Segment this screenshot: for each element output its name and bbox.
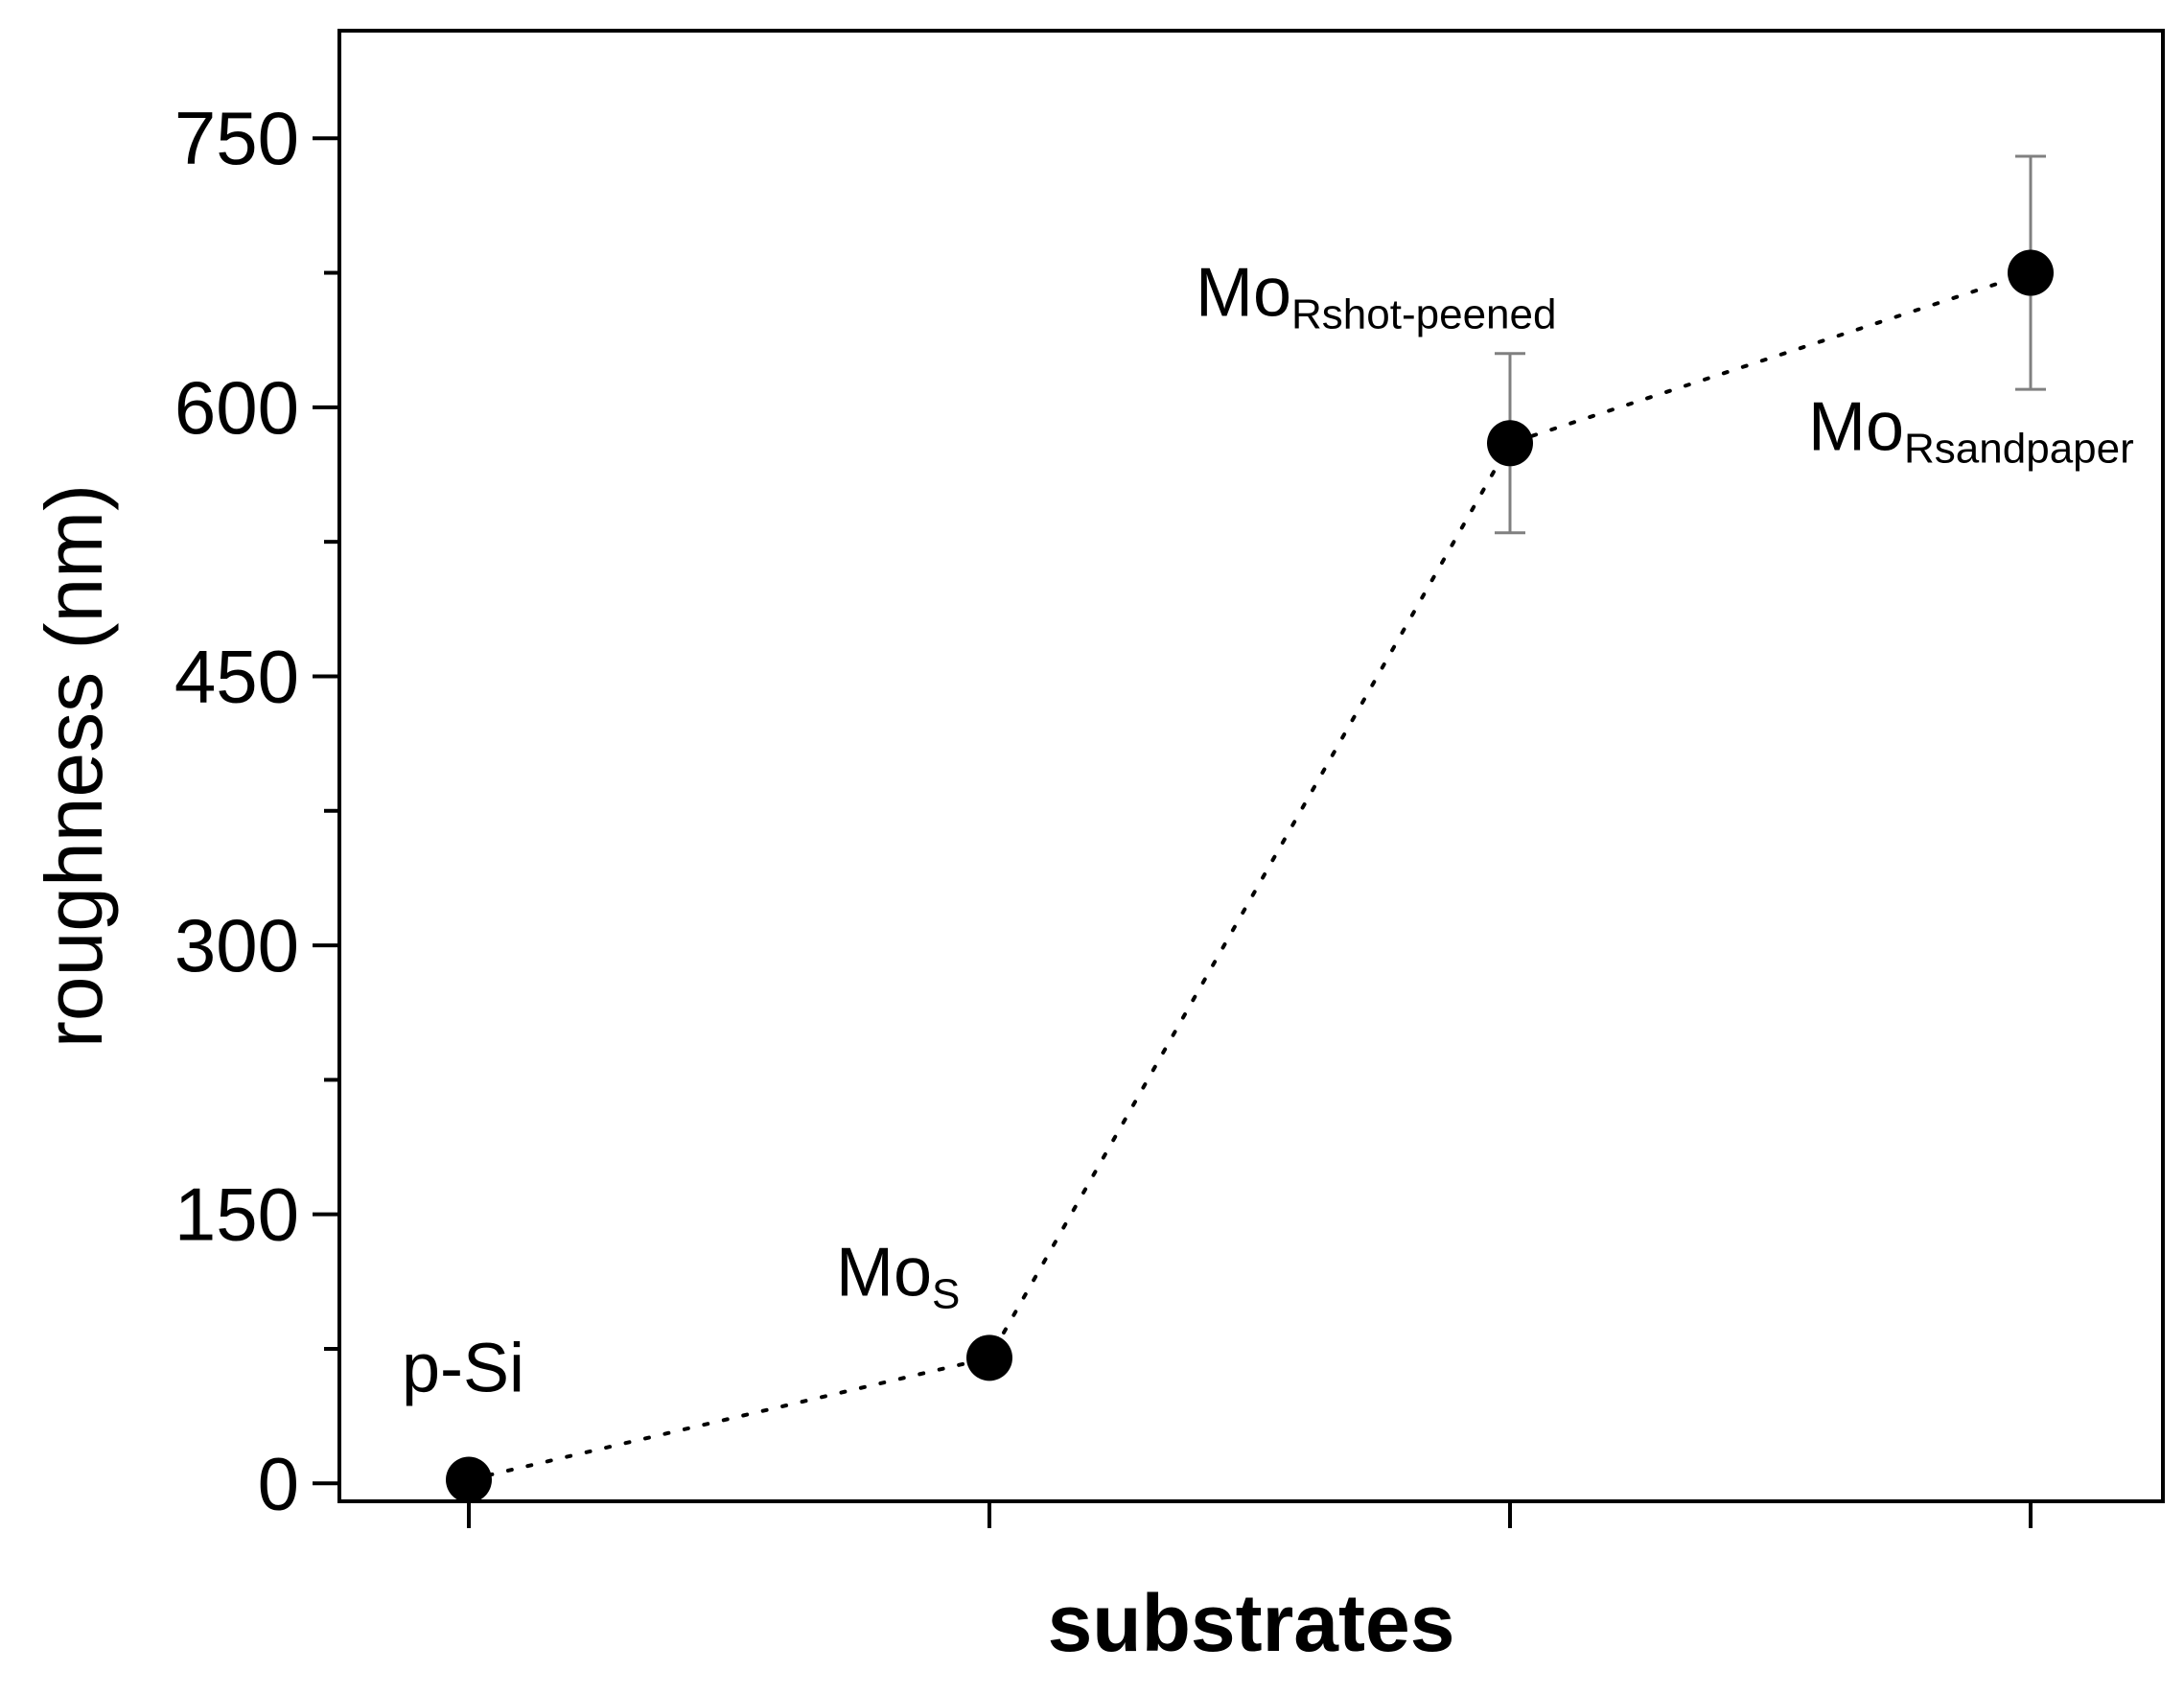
point-label-main: Mo [836, 1234, 932, 1311]
y-axis-title: roughness (nm) [29, 484, 119, 1048]
data-point [1487, 420, 1533, 467]
y-tick-label: 150 [174, 1172, 299, 1257]
y-tick-label: 450 [174, 634, 299, 718]
point-label-subscript: Rsandpaper [1904, 426, 2134, 473]
point-label: MoS [836, 1234, 960, 1317]
x-axis-title: substrates [1048, 1578, 1455, 1668]
point-label-subscript: Rshot-peened [1291, 290, 1556, 337]
y-tick-label: 0 [258, 1441, 299, 1525]
data-point [446, 1456, 492, 1503]
plot-frame [337, 29, 2165, 1503]
point-label: MoRsandpaper [1808, 389, 2134, 473]
point-label-main: Mo [1808, 389, 1904, 466]
point-label: p-Si [402, 1331, 524, 1407]
data-point [2008, 249, 2054, 296]
point-label-main: p-Si [402, 1331, 524, 1407]
point-label-main: Mo [1196, 254, 1291, 331]
y-tick-label: 750 [174, 96, 299, 180]
y-tick-label: 600 [174, 365, 299, 450]
point-label: MoRshot-peened [1196, 254, 1556, 337]
data-markers [446, 249, 2054, 1503]
data-point [966, 1334, 1012, 1381]
point-label-subscript: S [932, 1270, 960, 1317]
y-tick-label: 300 [174, 903, 299, 987]
y-axis-ticks: 0 150 300 450 600 750 [174, 96, 339, 1525]
series-dotted-line [467, 270, 2033, 1482]
x-axis-ticks [467, 1501, 2033, 1528]
